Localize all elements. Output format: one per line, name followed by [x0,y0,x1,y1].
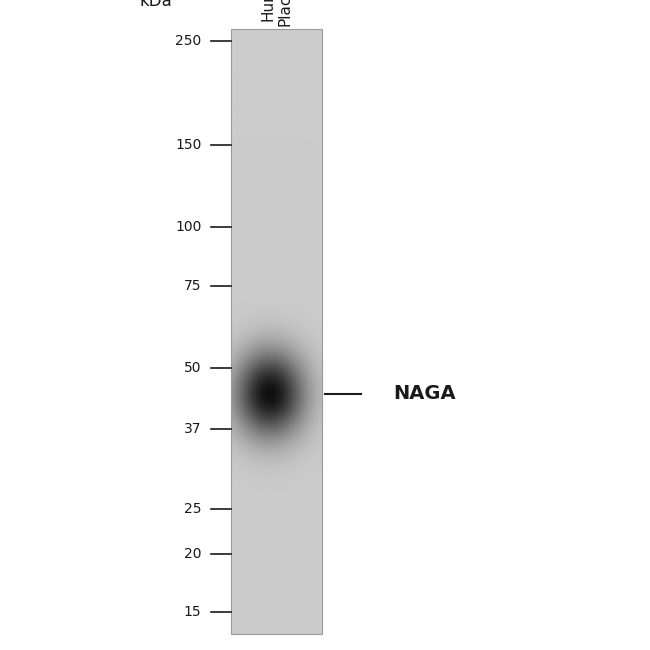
Text: 20: 20 [184,547,202,561]
Text: 100: 100 [175,220,202,234]
Text: kDa: kDa [140,0,172,10]
Text: 50: 50 [184,361,202,375]
Text: 25: 25 [184,502,202,515]
Bar [231,29,322,634]
Text: 15: 15 [184,605,202,619]
Text: NAGA: NAGA [393,384,456,404]
Text: 250: 250 [176,34,202,48]
Text: 150: 150 [175,138,202,152]
Text: Human
Placenta: Human Placenta [260,0,292,26]
Text: 37: 37 [184,422,202,436]
Text: 75: 75 [184,279,202,293]
